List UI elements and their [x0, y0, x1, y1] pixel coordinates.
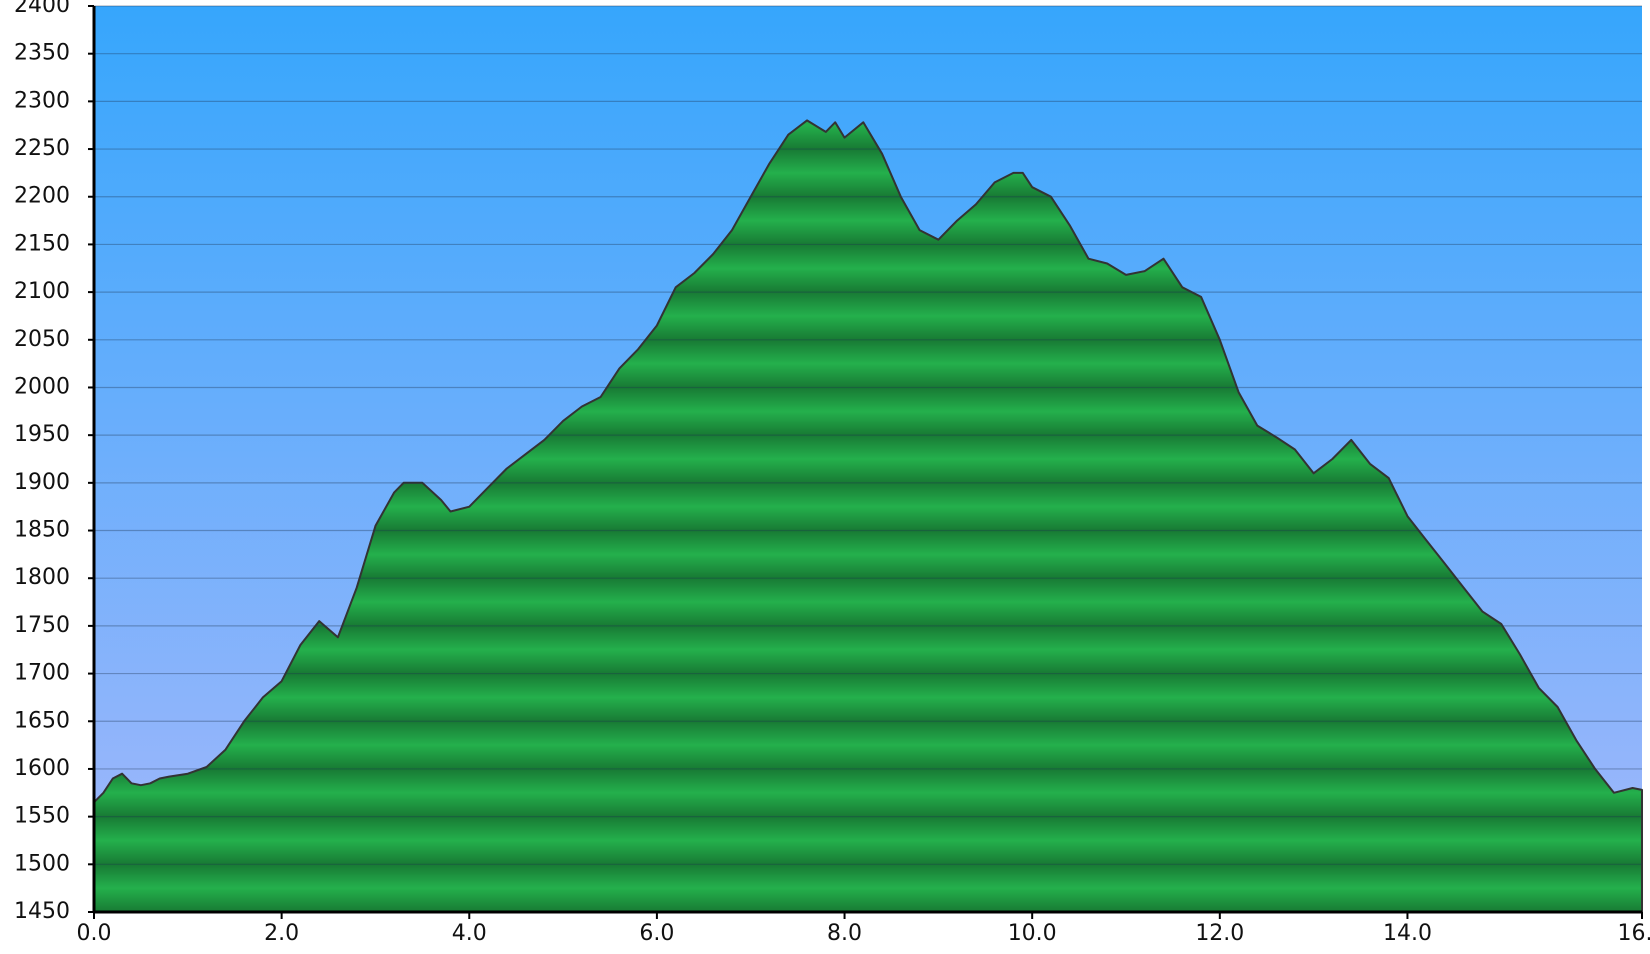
x-tick-label: 14.0 — [1383, 921, 1432, 946]
y-tick-label: 1650 — [14, 708, 70, 733]
y-tick-label: 1700 — [14, 661, 70, 686]
y-tick-label: 1850 — [14, 518, 70, 543]
y-tick-label: 2000 — [14, 374, 70, 399]
y-tick-label: 1500 — [14, 851, 70, 876]
y-tick-label: 1600 — [14, 756, 70, 781]
y-tick-label: 2200 — [14, 184, 70, 209]
y-tick-label: 1950 — [14, 422, 70, 447]
x-tick-label: 16.5 — [1618, 921, 1650, 946]
x-tick-label: 2.0 — [264, 921, 299, 946]
elevation-area — [93, 119, 1643, 913]
y-tick-label: 2250 — [14, 136, 70, 161]
x-tick-label: 0.0 — [77, 921, 112, 946]
y-tick-label: 2050 — [14, 327, 70, 352]
x-tick-label: 6.0 — [639, 921, 674, 946]
y-tick-label: 1450 — [14, 899, 70, 924]
x-tick-label: 10.0 — [1008, 921, 1057, 946]
y-tick-label: 2300 — [14, 88, 70, 113]
x-tick-label: 12.0 — [1195, 921, 1244, 946]
y-tick-label: 1750 — [14, 613, 70, 638]
y-tick-label: 1900 — [14, 470, 70, 495]
y-tick-label: 2350 — [14, 41, 70, 66]
y-tick-label: 1550 — [14, 804, 70, 829]
y-tick-label: 2400 — [14, 0, 70, 18]
y-tick-label: 1800 — [14, 565, 70, 590]
x-tick-label: 8.0 — [827, 921, 862, 946]
y-tick-label: 2100 — [14, 279, 70, 304]
x-tick-label: 4.0 — [452, 921, 487, 946]
y-tick-label: 2150 — [14, 231, 70, 256]
